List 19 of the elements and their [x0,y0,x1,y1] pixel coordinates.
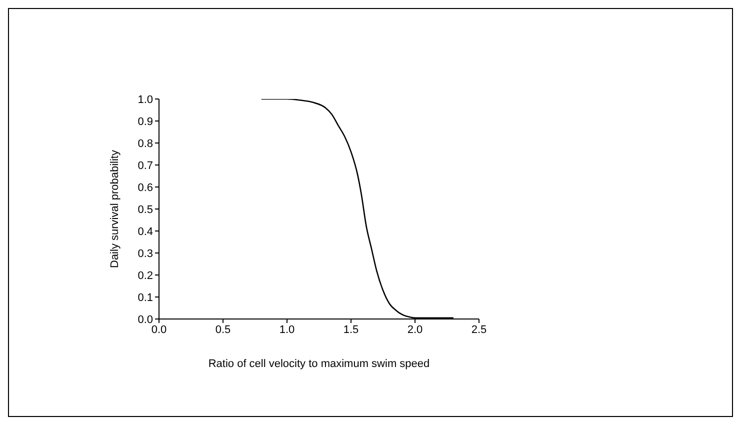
y-tick-label: 0.5 [138,204,153,216]
y-tick-label: 0.8 [138,138,153,150]
x-tick-label: 0.0 [151,324,167,336]
x-tick-label: 1.5 [343,324,359,336]
x-tick-label: 2.0 [407,324,423,336]
y-tick-label: 0.6 [138,182,153,194]
y-axis-title: Daily survival probability [108,150,121,268]
x-tick-label: 2.5 [471,324,487,336]
y-tick-label: 0.0 [138,314,153,326]
x-axis-title: Ratio of cell velocity to maximum swim speed [208,358,430,370]
x-tick-label: 0.5 [215,324,231,336]
y-tick-label: 0.4 [138,226,153,238]
y-tick-label: 0.1 [138,292,153,304]
y-tick-label: 1.0 [138,94,153,106]
y-tick-label: 0.7 [138,160,153,172]
y-tick-label: 0.3 [138,248,153,260]
y-tick-label: 0.2 [138,270,153,282]
y-tick-label: 0.9 [138,116,153,128]
x-tick-label: 1.0 [279,324,295,336]
